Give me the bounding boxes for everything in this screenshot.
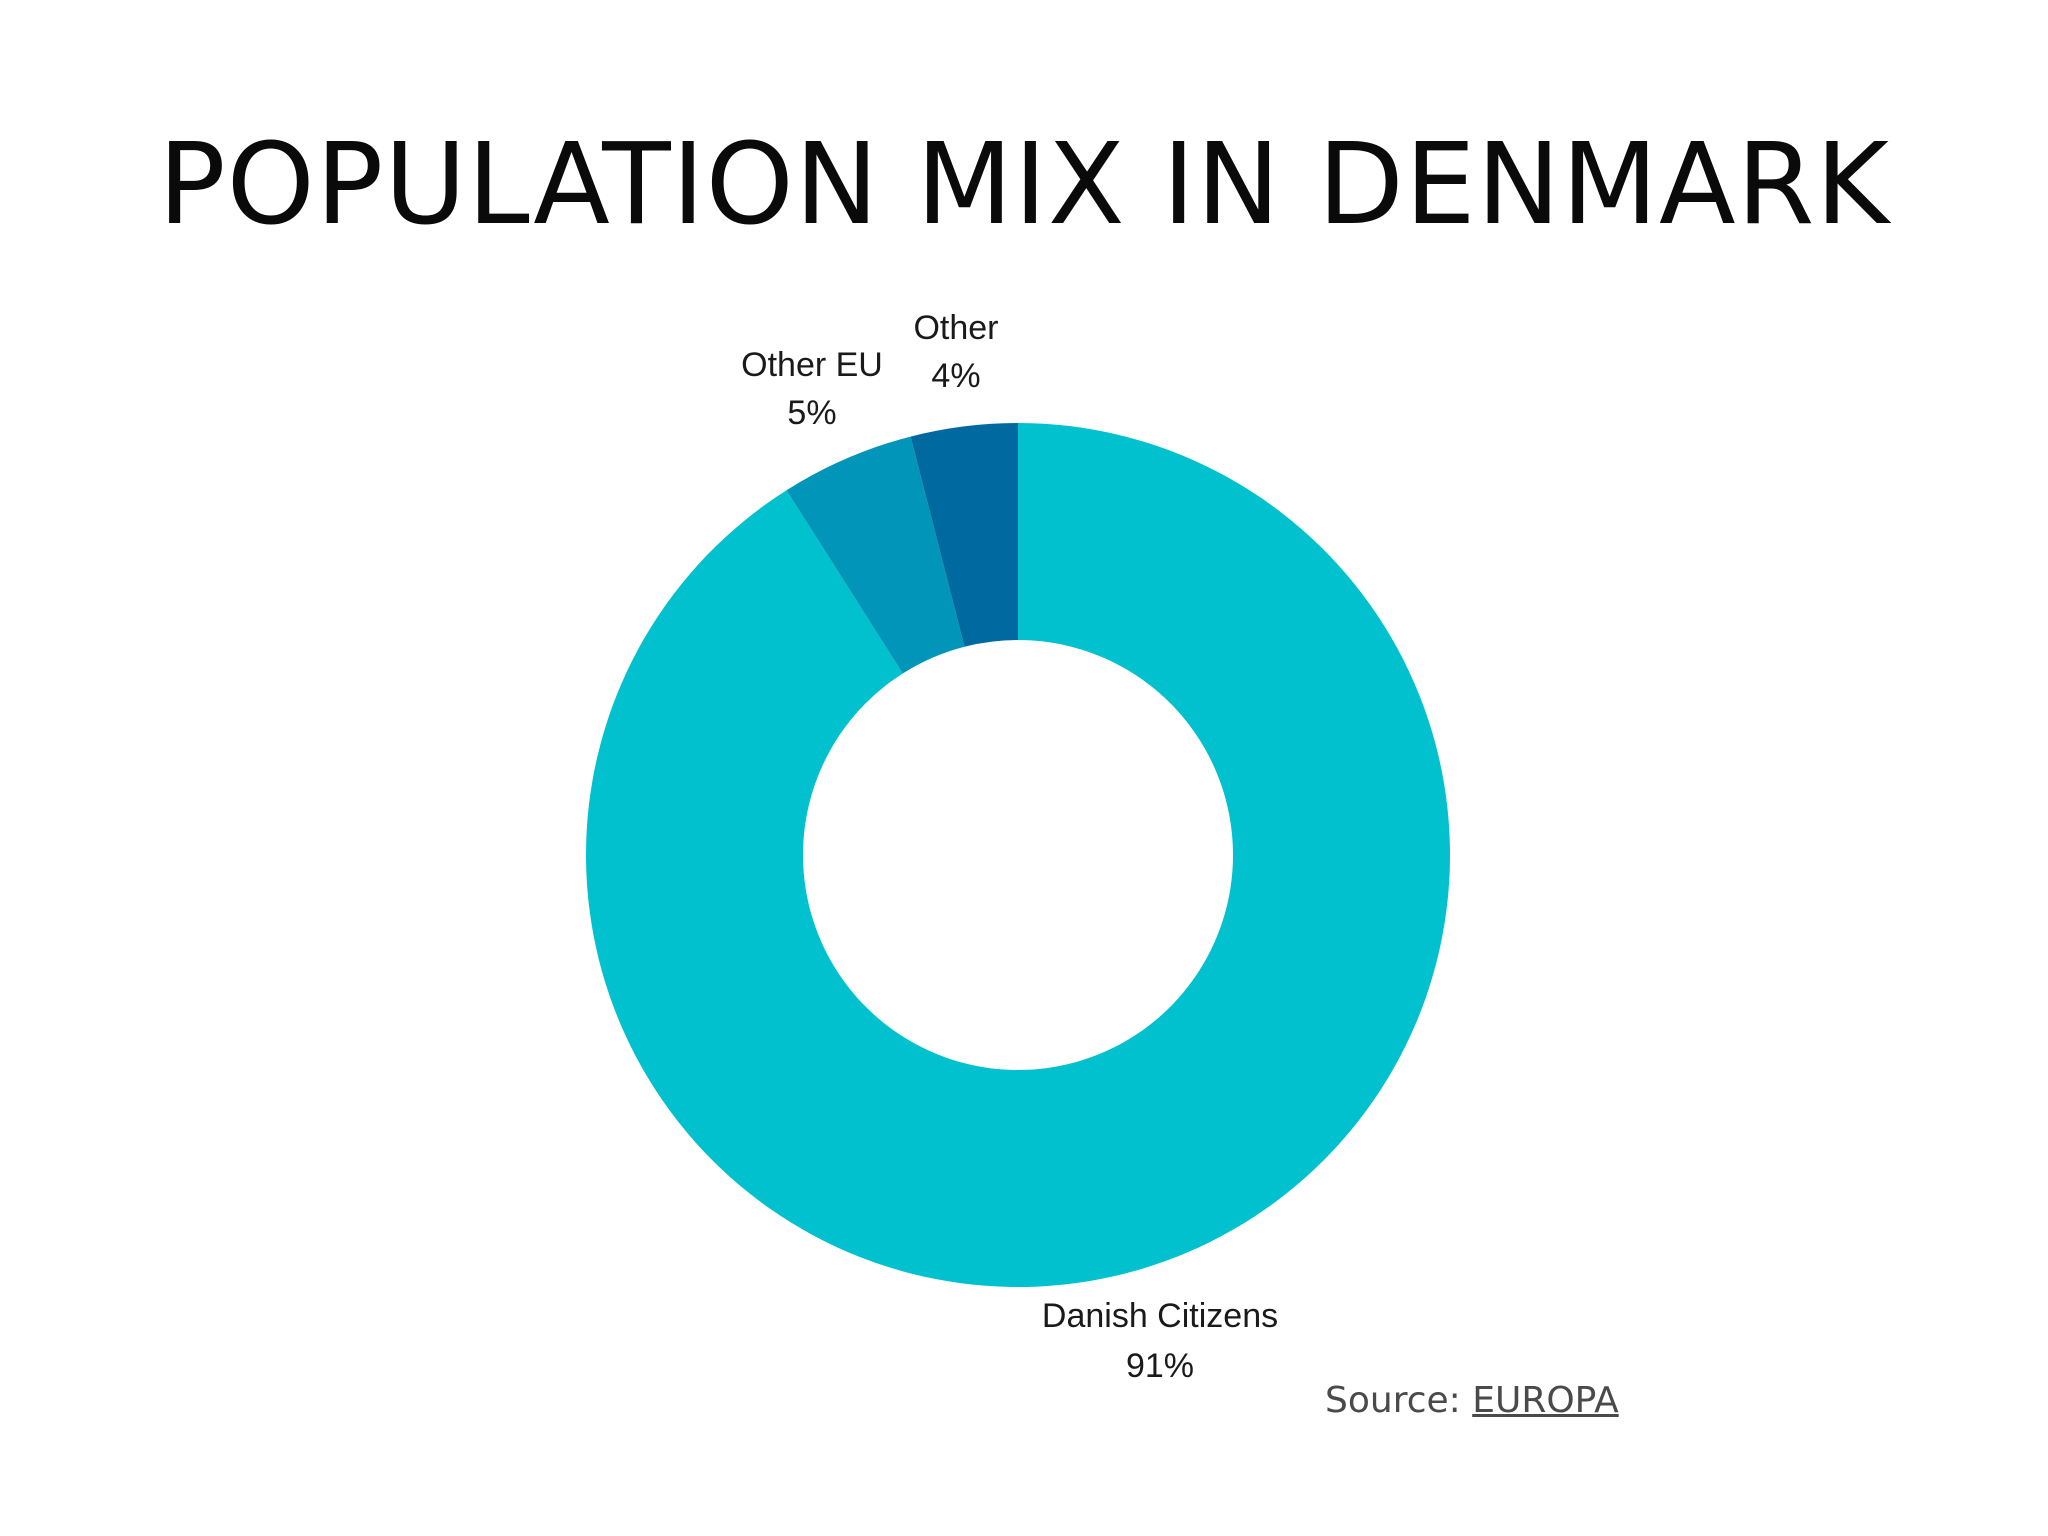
slice-value-danish-citizens: 91% <box>1126 1347 1194 1385</box>
slice-danish-citizens <box>586 423 1451 1287</box>
slice-label-other-eu: Other EU <box>741 346 883 384</box>
slice-label-other: Other <box>913 309 998 347</box>
slice-labels: Danish Citizens 91% Other EU 5% Other 4% <box>741 309 1278 1385</box>
source-attribution: Source: EUROPA <box>1325 1380 1619 1421</box>
slice-other <box>910 423 1018 647</box>
source-prefix: Source: <box>1325 1380 1473 1421</box>
slice-label-danish-citizens: Danish Citizens <box>1042 1297 1278 1335</box>
slice-value-other: 4% <box>931 357 980 395</box>
chart-title: POPULATION MIX IN DENMARK <box>158 120 1890 250</box>
donut-slices <box>586 423 1451 1287</box>
slice-other-eu <box>786 436 965 674</box>
source-link[interactable]: EUROPA <box>1472 1380 1619 1421</box>
slice-value-other-eu: 5% <box>787 394 836 432</box>
